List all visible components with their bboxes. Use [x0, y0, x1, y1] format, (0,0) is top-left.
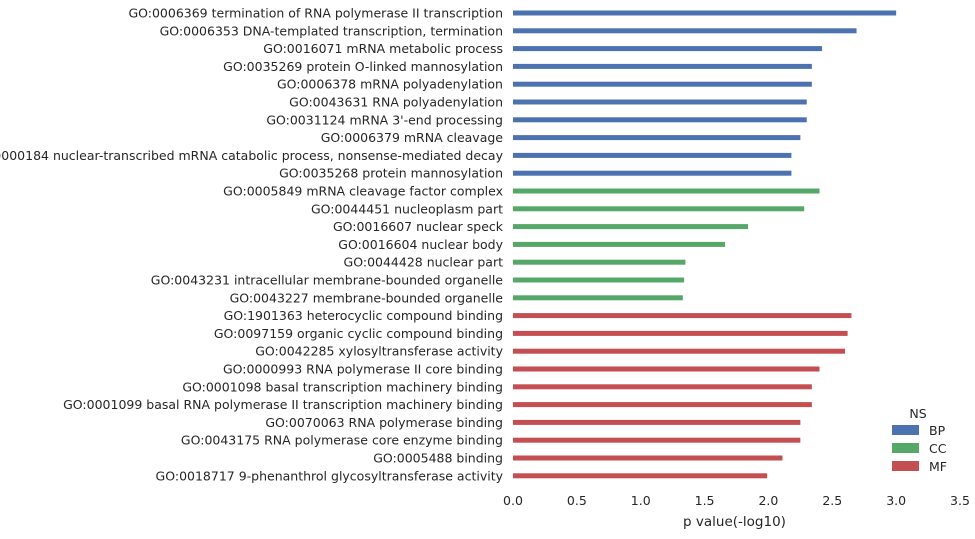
bar-bp: [513, 10, 897, 16]
category-label: GO:0006353 DNA-templated transcription, …: [160, 23, 503, 38]
bar-cc: [513, 188, 820, 194]
x-tick-label: 1.0: [631, 493, 651, 508]
x-tick-label: 1.5: [695, 493, 715, 508]
bar-mf: [513, 384, 812, 390]
bar-mf: [513, 366, 820, 372]
category-label: GO:0043231 intracellular membrane-bounde…: [151, 273, 504, 288]
bar-mf: [513, 313, 852, 319]
category-label: GO:0043175 RNA polymerase core enzyme bi…: [181, 433, 503, 448]
bar-cc: [513, 206, 805, 212]
bar-bp: [513, 117, 807, 123]
category-label: GO:0016071 mRNA metabolic process: [263, 41, 503, 56]
category-label: GO:0031124 mRNA 3'-end processing: [266, 112, 503, 127]
x-tick-label: 2.0: [758, 493, 778, 508]
bar-mf: [513, 455, 783, 461]
x-tick-label: 3.5: [950, 493, 970, 508]
bar-cc: [513, 259, 686, 265]
legend-label-mf: MF: [929, 459, 947, 474]
category-labels: GO:0006369 termination of RNA polymerase…: [0, 6, 504, 484]
bar-cc: [513, 277, 685, 283]
x-axis: p value(-log10) 0.0 0.5 1.0 1.5 2.0 2.5 3.0 3.5: [503, 493, 970, 530]
category-label: GO:0000184 nuclear-transcribed mRNA cata…: [0, 148, 504, 163]
x-tick-label: 0.0: [503, 493, 523, 508]
category-label: GO:0016607 nuclear speck: [333, 219, 504, 234]
legend: NS BP CC MF: [892, 406, 947, 474]
category-label: GO:0006379 mRNA cleavage: [321, 130, 504, 145]
category-label: GO:0000993 RNA polymerase II core bindin…: [223, 362, 503, 377]
bar-bp: [513, 63, 812, 69]
category-label: GO:0016604 nuclear body: [338, 237, 503, 252]
x-tick-label: 3.0: [886, 493, 906, 508]
bar-bp: [513, 152, 792, 158]
bar-mf: [513, 330, 848, 336]
legend-label-bp: BP: [929, 423, 946, 438]
x-tick-label: 0.5: [567, 493, 587, 508]
bar-bp: [513, 46, 823, 52]
category-label: GO:0005849 mRNA cleavage factor complex: [223, 184, 503, 199]
category-label: GO:0070063 RNA polymerase binding: [265, 415, 503, 430]
bars-layer: [513, 10, 897, 479]
bar-bp: [513, 99, 807, 105]
legend-swatch-cc: [892, 443, 919, 453]
category-label: GO:0035268 protein mannosylation: [279, 166, 503, 181]
bar-cc: [513, 224, 748, 230]
x-axis-title: p value(-log10): [683, 514, 786, 530]
category-label: GO:0006369 termination of RNA polymerase…: [128, 6, 503, 21]
legend-swatch-bp: [892, 425, 919, 435]
category-label: GO:0042285 xylosyltransferase activity: [255, 344, 503, 359]
bar-bp: [513, 170, 792, 176]
category-label: GO:0035269 protein O-linked mannosylatio…: [223, 59, 503, 74]
x-tick-label: 2.5: [822, 493, 842, 508]
legend-title: NS: [909, 406, 926, 421]
category-label: GO:0097159 organic cyclic compound bindi…: [214, 326, 503, 341]
category-label: GO:0018717 9-phenanthrol glycosyltransfe…: [156, 468, 504, 483]
bar-mf: [513, 419, 801, 425]
category-label: GO:0006378 mRNA polyadenylation: [277, 77, 503, 92]
legend-label-cc: CC: [929, 441, 947, 456]
bar-mf: [513, 437, 801, 443]
bar-cc: [513, 241, 726, 247]
category-label: GO:0044428 nuclear part: [344, 255, 504, 270]
legend-swatch-mf: [892, 461, 919, 471]
bar-mf: [513, 402, 812, 408]
bar-cc: [513, 295, 683, 301]
category-label: GO:0043227 membrane-bounded organelle: [230, 290, 504, 305]
category-label: GO:1901363 heterocyclic compound binding: [224, 308, 503, 323]
category-label: GO:0005488 binding: [373, 451, 503, 466]
bar-bp: [513, 135, 801, 141]
category-label: GO:0044451 nucleoplasm part: [311, 201, 503, 216]
bar-bp: [513, 28, 857, 34]
bar-mf: [513, 348, 846, 354]
bar-bp: [513, 81, 812, 87]
category-label: GO:0001098 basal transcription machinery…: [182, 379, 503, 394]
category-label: GO:0001099 basal RNA polymerase II trans…: [63, 397, 503, 412]
category-label: GO:0043631 RNA polyadenylation: [289, 95, 503, 110]
bar-mf: [513, 473, 768, 479]
